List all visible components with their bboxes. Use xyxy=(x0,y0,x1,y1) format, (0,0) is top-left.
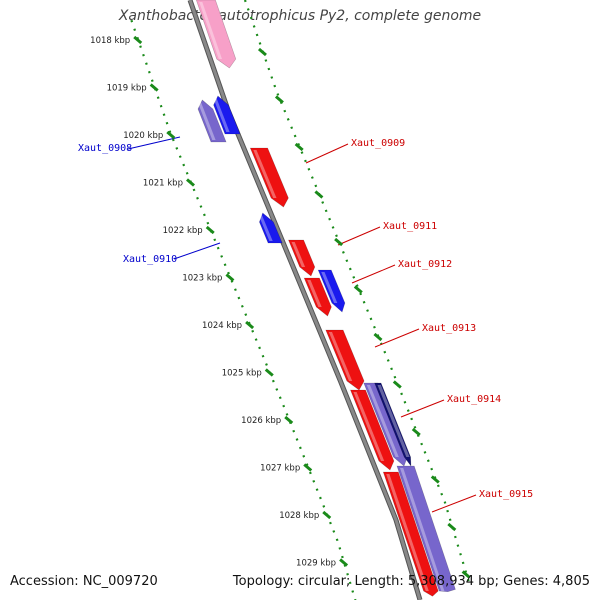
genome-backbone xyxy=(187,0,423,600)
kbp-major-tick xyxy=(133,35,143,45)
kbp-tick-label: 1021 kbp xyxy=(143,179,183,189)
kbp-tick-label: 1018 kbp xyxy=(90,36,130,46)
backbone-shadow xyxy=(187,0,423,600)
kbp-outer-tick xyxy=(353,285,363,294)
label-leader-line xyxy=(351,264,396,284)
kbp-major-tick xyxy=(205,225,215,235)
gene-highlight xyxy=(386,474,429,591)
gene-highlight xyxy=(199,2,222,59)
label-leader-line xyxy=(400,399,445,418)
kbp-outer-tick xyxy=(294,142,304,152)
gene-highlight xyxy=(353,392,385,461)
gene-labels: Xaut_0908 Xaut_0909 Xaut_0910 Xaut_0911 Xaut… xyxy=(78,138,533,500)
kbp-tick-label: 1025 kbp xyxy=(222,369,262,379)
gene-label: Xaut_0914 xyxy=(447,394,501,405)
gene-xaut-0914a xyxy=(350,389,395,471)
gene-label: Xaut_0910 xyxy=(123,254,177,265)
kbp-major-tick xyxy=(303,463,313,472)
gene-xaut-0912b xyxy=(317,269,346,313)
gene-highlight xyxy=(258,215,273,241)
gene-xaut-0910 xyxy=(259,212,283,244)
label-leader-line xyxy=(337,226,381,246)
label-leader-line xyxy=(431,494,477,513)
label-leader-line xyxy=(305,143,349,164)
gene-label: Xaut_0909 xyxy=(351,138,405,149)
kbp-tick-label: 1029 kbp xyxy=(296,559,336,569)
gene-xaut-0915a xyxy=(382,471,439,597)
gene-label: Xaut_0915 xyxy=(479,489,533,500)
kbp-tick-label: 1027 kbp xyxy=(260,464,300,474)
gene-highlight xyxy=(377,385,410,457)
gene-highlight xyxy=(253,150,277,198)
kbp-tick-label: 1022 kbp xyxy=(163,226,203,236)
kbp-major-tick xyxy=(339,558,349,567)
kbp-outer-tick xyxy=(430,475,440,484)
gene-xaut-0909 xyxy=(249,147,289,208)
gene-xaut-0908b xyxy=(213,95,241,135)
kbp-tick-label: 1028 kbp xyxy=(279,511,319,521)
backbone-line xyxy=(188,0,422,600)
kbp-major-tick xyxy=(264,368,274,377)
kbp-outer-tick xyxy=(257,47,267,57)
kbp-major-tick xyxy=(149,83,159,92)
kbp-outer-tick xyxy=(334,237,344,247)
gene-xaut-0915b xyxy=(396,465,456,593)
kbp-major-tick xyxy=(166,130,176,140)
kbp-major-tick xyxy=(245,320,255,330)
gene-xaut-0911 xyxy=(288,239,316,277)
label-leader-line xyxy=(127,136,181,150)
gene-xaut-0908a xyxy=(197,99,227,143)
gene-highlight xyxy=(366,385,399,457)
outer-tick-track xyxy=(243,0,471,586)
gene-highlight xyxy=(328,332,353,381)
kbp-outer-tick xyxy=(447,522,457,532)
gene-label: Xaut_0913 xyxy=(422,323,476,334)
topology-text: Topology: circular; Length: 5,308,934 bp… xyxy=(232,574,590,589)
gene-highlight xyxy=(213,98,230,132)
kbp-tick-label: 1026 kbp xyxy=(241,416,281,426)
gene-xaut-0914c xyxy=(374,382,412,467)
kbp-outer-tick xyxy=(373,332,383,342)
kbp-tick-label: 1019 kbp xyxy=(107,84,147,94)
gene-highlight xyxy=(321,272,338,303)
kbp-outer-tick xyxy=(411,427,421,437)
kbp-tick-label: 1024 kbp xyxy=(202,321,242,331)
kbp-major-tick xyxy=(322,510,332,520)
kbp-tick-label: 1020 kbp xyxy=(123,131,163,141)
gene-features xyxy=(195,0,456,597)
gene-highlight xyxy=(307,280,322,307)
label-leaders xyxy=(127,136,477,513)
kbp-outer-tick xyxy=(314,190,324,199)
kbp-major-tick xyxy=(225,273,235,282)
kbp-labels: 1018 kbp 1019 kbp 1020 kbp 1021 kbp 1022 kbp… xyxy=(90,35,471,579)
kbp-major-tick xyxy=(284,415,294,425)
gene-highlight xyxy=(197,102,216,140)
kbp-outer-tick xyxy=(274,95,284,104)
gene-label: Xaut_0908 xyxy=(78,143,132,154)
accession-text: Accession: NC_009720 xyxy=(10,574,158,589)
label-leader-line xyxy=(374,328,420,348)
gene-xaut-0913 xyxy=(325,329,365,391)
gene-highlight xyxy=(400,468,445,591)
kbp-tick-label: 1023 kbp xyxy=(182,274,222,284)
kbp-outer-tick xyxy=(461,570,471,579)
kbp-major-tick xyxy=(186,178,195,187)
label-leader-line xyxy=(173,242,221,260)
gene-pink xyxy=(195,0,237,69)
gene-label: Xaut_0912 xyxy=(398,259,452,270)
gene-xaut-0912a xyxy=(303,277,332,317)
gene-label: Xaut_0911 xyxy=(383,221,437,232)
kbp-outer-tick xyxy=(392,380,402,389)
gene-highlight xyxy=(291,242,306,267)
